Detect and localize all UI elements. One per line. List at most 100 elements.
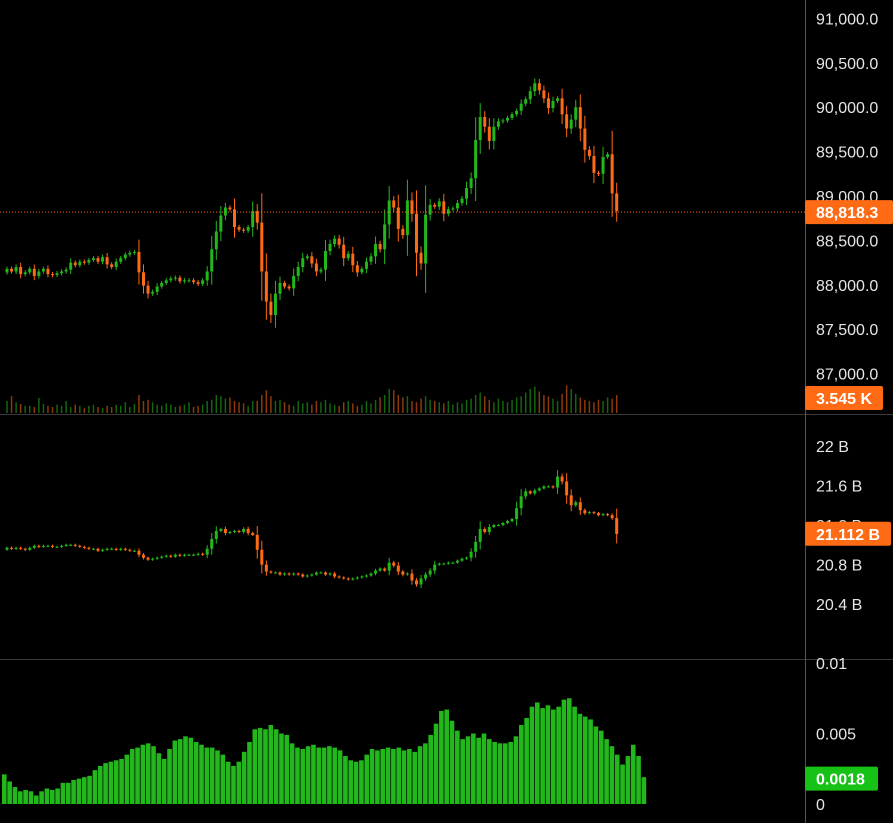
value-badges: 88,818.3 3.545 K 21.112 B 0.0018 [805,200,893,791]
price-candle [283,283,287,287]
histogram-bar [119,758,124,804]
last-price-badge [805,200,893,225]
price-candle [101,257,105,262]
price-candle [23,272,27,275]
histogram-bar [572,706,577,804]
volume-bars [6,385,618,413]
volume-bar [424,396,427,413]
histogram-bar [359,760,364,804]
volume-bar [561,393,563,413]
cap-candle [19,547,23,549]
price-candle [419,252,423,264]
cap-candle [597,513,600,516]
histogram-bar [12,787,18,804]
histogram-bar [348,760,354,804]
price-candle [478,116,482,141]
volume-bar [65,401,67,413]
cap-candle [415,580,418,585]
volume-bar [370,403,372,413]
volume-bar [606,397,609,413]
volume-bar [433,401,436,413]
histogram-bar [263,729,268,804]
cap-candle [556,476,560,488]
cap-candle [355,577,359,579]
price-candle [305,256,309,259]
histogram-bar [550,709,556,804]
cap-candle [251,532,255,535]
price-candle [132,251,136,253]
price-candle [214,231,218,250]
cap-candle [410,573,414,581]
volume-bar [534,386,536,413]
cap-candle [51,545,54,547]
volume-bar [356,405,359,413]
price-axis-tick-label: 88,000.0 [816,278,878,295]
volume-bar [575,393,577,413]
cap-candle [587,512,591,514]
cap-candle [569,495,573,506]
cap-candle [515,508,519,520]
cap-candle [401,571,405,575]
volume-bar [279,399,281,413]
volume-bar [379,397,381,413]
price-candle [60,271,64,274]
volume-bar [29,405,31,413]
histogram-bar [268,725,274,804]
cap-candle [55,546,59,548]
cap-axis-tick-label: 22 B [816,439,849,456]
cap-candle [128,549,132,551]
volume-bar [388,389,390,413]
histogram-bar [630,744,636,804]
volume-bar [315,401,318,413]
histogram-bar [327,746,332,804]
price-candle [160,283,164,287]
price-candle [251,211,255,228]
price-candle [178,277,182,282]
cap-candle [360,576,364,578]
cap-candle [242,529,246,532]
volume-bar [270,396,272,413]
price-candle [369,256,373,262]
volume-bar [211,399,213,413]
price-candle [424,214,428,264]
histogram-bar [252,729,258,804]
histogram-bar [412,751,418,804]
cap-candle [278,572,282,575]
volume-bar [320,402,322,413]
price-candle [319,269,323,272]
volume-bar [579,397,582,413]
volume-bar [565,385,568,413]
volume-bar [124,402,127,413]
price-candle [37,271,41,276]
histogram-bar [641,777,647,804]
cap-candle [260,549,264,565]
price-candle [546,98,550,109]
histogram-bar [396,747,402,804]
volume-bar [265,390,268,413]
cap-candle [342,577,346,579]
histogram-bar [140,744,146,804]
price-candle [487,126,491,141]
price-candle [351,253,355,266]
histogram-bar [135,747,140,804]
histogram-bar [241,751,247,804]
histogram-bar [124,754,130,804]
histogram-bar [380,749,386,804]
histogram-bar [76,778,82,804]
price-candle [310,256,314,264]
histogram-bar [598,730,604,804]
price-candle [32,268,36,276]
cap-candle [14,547,18,549]
price-candle [164,280,168,284]
volume-bar [329,403,331,413]
histogram-bar [524,717,529,804]
price-candle [78,261,82,266]
cap-candle [264,564,268,572]
volume-bar [538,391,541,413]
histogram-bar [172,740,178,804]
histogram-bar [535,702,540,804]
cap-candle [160,556,164,558]
histogram-bar [401,750,407,804]
